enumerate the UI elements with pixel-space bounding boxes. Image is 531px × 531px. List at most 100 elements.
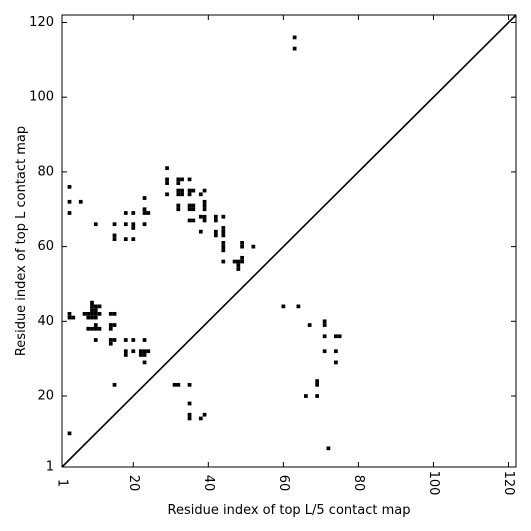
contact-point <box>236 263 241 268</box>
contact-point <box>142 196 147 200</box>
x-tick-label: 1 <box>55 479 70 487</box>
contact-point <box>198 192 203 197</box>
x-tick-label: 100 <box>426 471 441 496</box>
contact-point <box>202 214 207 219</box>
contact-point <box>86 315 91 320</box>
contact-point <box>123 222 128 227</box>
x-tick-label: 40 <box>201 475 216 492</box>
contact-point <box>112 382 117 387</box>
contact-point <box>187 382 192 387</box>
contact-point <box>142 349 147 354</box>
contact-point <box>326 446 331 451</box>
contact-point <box>90 308 94 312</box>
contact-point <box>202 218 207 223</box>
contact-point <box>93 308 98 312</box>
contact-point <box>334 349 338 354</box>
contact-point <box>236 267 241 271</box>
contact-point <box>221 248 226 253</box>
contact-point <box>112 311 117 316</box>
y-tick-label: 40 <box>37 314 54 329</box>
diagonal-line <box>61 14 517 468</box>
contact-point <box>187 177 192 182</box>
contact-point <box>221 214 226 219</box>
contact-point <box>307 323 312 327</box>
contact-point <box>221 233 226 238</box>
contact-point <box>142 207 147 212</box>
contact-point <box>202 207 207 212</box>
contact-point <box>240 244 244 249</box>
contact-point <box>112 323 117 327</box>
contact-point <box>187 192 192 197</box>
y-tick-label: 80 <box>37 164 54 179</box>
contact-point <box>202 188 207 193</box>
contact-point <box>165 166 169 171</box>
contact-point <box>198 416 203 421</box>
contact-point <box>176 203 181 208</box>
y-tick-label: 120 <box>29 15 54 30</box>
contact-point <box>187 203 192 208</box>
contact-point <box>123 349 128 354</box>
contact-point <box>315 394 320 398</box>
contact-point <box>142 222 147 227</box>
contact-point <box>337 334 342 339</box>
contact-point <box>97 311 102 316</box>
contact-point <box>82 311 87 316</box>
contact-point <box>93 323 98 327</box>
contact-point <box>86 326 91 331</box>
y-tick-label: 100 <box>29 90 54 105</box>
contact-point <box>296 304 301 309</box>
contact-point <box>90 315 94 320</box>
contact-point <box>67 199 72 204</box>
contact-point <box>165 177 169 182</box>
contact-point <box>123 237 128 241</box>
contact-point <box>240 255 244 260</box>
contact-point <box>176 181 181 185</box>
contact-point <box>334 334 338 339</box>
plot-frame <box>61 14 517 468</box>
contact-point <box>108 341 113 346</box>
contact-point <box>176 192 181 197</box>
y-tick-label: 1 <box>46 460 54 475</box>
contact-point <box>165 192 169 197</box>
contact-point <box>93 222 98 227</box>
contact-point <box>191 203 196 208</box>
contact-point <box>142 360 147 365</box>
contact-point <box>322 323 327 327</box>
contact-point <box>90 304 94 309</box>
contact-point <box>131 349 136 354</box>
contact-point <box>86 311 91 316</box>
contact-point <box>142 338 147 342</box>
contact-point <box>191 218 196 223</box>
contact-point <box>202 199 207 204</box>
contact-point <box>304 394 308 398</box>
contact-point <box>232 259 237 264</box>
contact-point <box>67 315 72 320</box>
contact-point <box>93 304 98 309</box>
contact-point <box>97 304 102 309</box>
contact-point <box>146 349 151 354</box>
contact-point <box>202 203 207 208</box>
contact-point <box>322 334 327 339</box>
contact-point <box>67 184 72 189</box>
contact-point <box>112 237 117 241</box>
contact-point <box>315 382 320 387</box>
contact-point <box>123 338 128 342</box>
contact-point <box>108 311 113 316</box>
contact-point <box>213 229 218 234</box>
contact-point <box>187 412 192 417</box>
contact-point <box>213 218 218 223</box>
points-layer <box>67 35 342 451</box>
contact-point <box>90 311 94 316</box>
contact-point <box>131 222 136 227</box>
contact-point <box>93 311 98 316</box>
contact-point <box>240 259 244 264</box>
contact-point <box>187 207 192 212</box>
contact-point <box>221 244 226 249</box>
contact-point <box>67 311 72 316</box>
contact-point <box>202 412 207 417</box>
contact-point <box>142 211 147 215</box>
contact-point <box>221 241 226 245</box>
contact-point <box>187 188 192 193</box>
contact-point <box>172 382 177 387</box>
x-tick-label: 60 <box>276 475 291 492</box>
